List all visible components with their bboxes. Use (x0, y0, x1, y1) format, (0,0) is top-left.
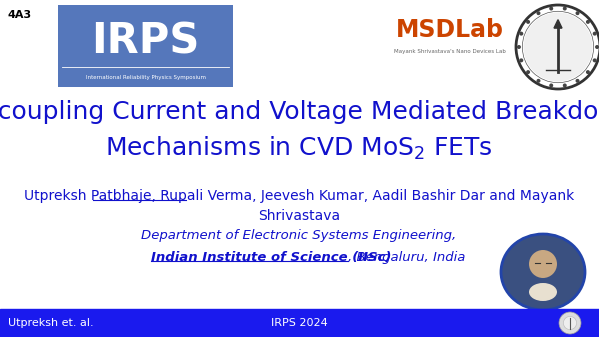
Circle shape (563, 84, 567, 88)
Text: , Bengaluru, India: , Bengaluru, India (348, 250, 465, 264)
Text: Utpreksh Patbhaje, Rupali Verma, Jeevesh Kumar, Aadil Bashir Dar and Mayank: Utpreksh Patbhaje, Rupali Verma, Jeevesh… (24, 189, 574, 203)
Text: Mechanisms in CVD MoS$_2$ FETs: Mechanisms in CVD MoS$_2$ FETs (105, 134, 493, 162)
Circle shape (524, 12, 592, 82)
Circle shape (549, 84, 553, 88)
Ellipse shape (529, 283, 557, 301)
Circle shape (563, 6, 567, 10)
Circle shape (595, 45, 599, 49)
Circle shape (592, 32, 597, 36)
Circle shape (549, 6, 553, 10)
Text: IRPS: IRPS (91, 21, 199, 63)
Text: 4A3: 4A3 (7, 10, 31, 20)
Circle shape (529, 250, 557, 278)
Polygon shape (554, 20, 562, 28)
Text: Utpreksh et. al.: Utpreksh et. al. (8, 318, 93, 328)
Text: Department of Electronic Systems Engineering,: Department of Electronic Systems Enginee… (141, 229, 456, 243)
Circle shape (592, 58, 597, 62)
Circle shape (564, 316, 577, 330)
Circle shape (537, 11, 540, 15)
Text: Indian Institute of Science (IISc): Indian Institute of Science (IISc) (151, 250, 391, 264)
Text: Mayank Shrivastava's Nano Devices Lab: Mayank Shrivastava's Nano Devices Lab (394, 50, 506, 55)
Text: Decoupling Current and Voltage Mediated Breakdown: Decoupling Current and Voltage Mediated … (0, 100, 599, 124)
Ellipse shape (501, 234, 585, 310)
Circle shape (526, 70, 530, 74)
Text: IRPS 2024: IRPS 2024 (271, 318, 328, 328)
Text: Shrivastava: Shrivastava (258, 209, 340, 223)
Circle shape (537, 79, 540, 83)
Bar (0, 309, 599, 337)
Text: International Reliability Physics Symposium: International Reliability Physics Sympos… (86, 75, 205, 80)
Circle shape (576, 79, 579, 83)
Circle shape (586, 20, 590, 24)
Circle shape (586, 70, 590, 74)
Circle shape (519, 32, 524, 36)
Circle shape (519, 58, 524, 62)
Circle shape (559, 312, 581, 334)
Text: MSDLab: MSDLab (396, 18, 504, 42)
Circle shape (576, 11, 579, 15)
Circle shape (517, 45, 521, 49)
Circle shape (526, 20, 530, 24)
Bar (58, 5, 233, 87)
